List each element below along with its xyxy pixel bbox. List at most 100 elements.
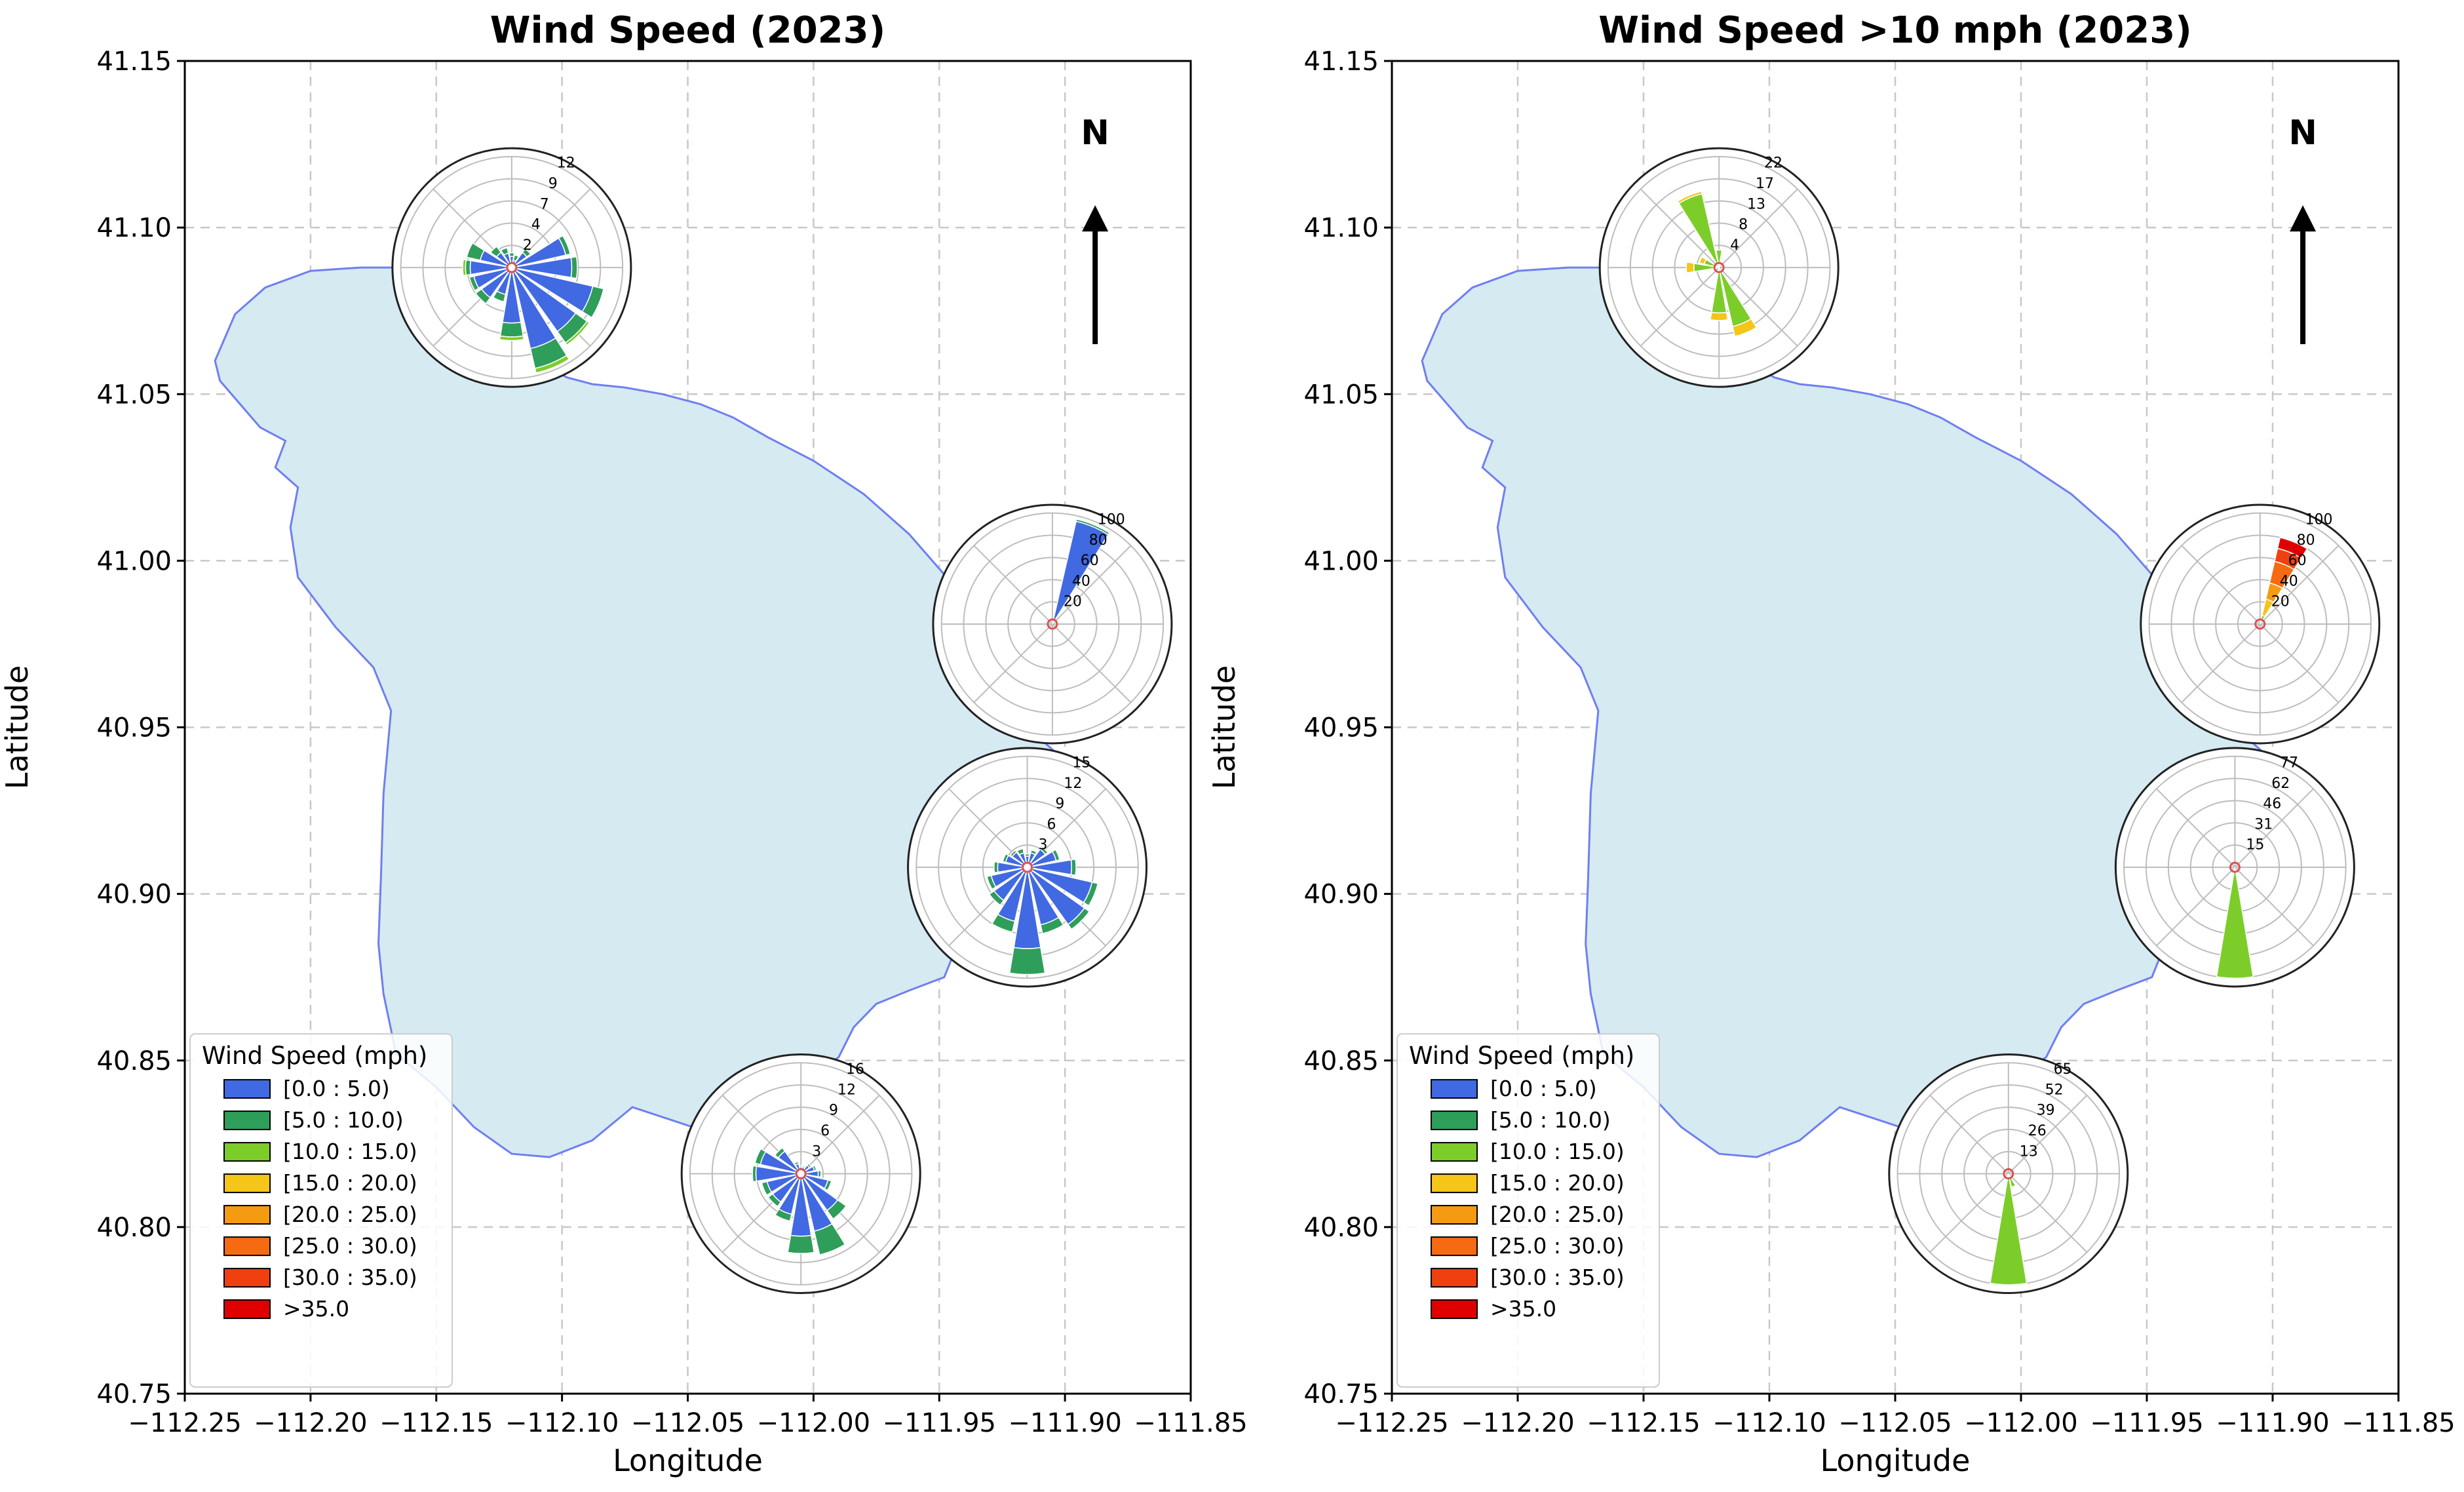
rose-bar — [1016, 848, 1025, 855]
x-tick-label: −111.85 — [1134, 1408, 1247, 1438]
legend-label: >35.0 — [283, 1296, 349, 1322]
lake-shape — [214, 266, 1067, 1158]
y-tick-label: 41.05 — [1303, 380, 1379, 410]
rose-radial-tick: 31 — [2254, 816, 2273, 833]
legend-label: [0.0 : 5.0) — [283, 1076, 390, 1101]
rose-radial-tick: 22 — [1764, 155, 1782, 172]
rose-bar — [474, 288, 491, 305]
rose-bar — [581, 285, 604, 319]
legend-swatch — [223, 1205, 271, 1225]
rose-bar — [1009, 947, 1046, 975]
x-tick-label: −111.90 — [1008, 1408, 1121, 1438]
legend-swatch — [223, 1236, 271, 1257]
x-tick-label: −111.95 — [883, 1408, 996, 1438]
legend-swatch — [223, 1299, 271, 1320]
rose-bar — [774, 1147, 786, 1159]
rose-bar — [1732, 318, 1758, 337]
rose-bar — [806, 1163, 812, 1169]
y-tick-label: 40.75 — [1303, 1379, 1379, 1409]
rose-bar — [752, 1165, 758, 1183]
rose-bar — [2277, 537, 2308, 559]
rose-bar — [824, 1179, 832, 1191]
rose-spoke — [1718, 267, 1798, 347]
rose-bar — [509, 252, 515, 258]
rose-bar — [492, 290, 507, 303]
rose-bar — [1699, 256, 1707, 265]
legend-swatch — [223, 1079, 271, 1099]
map-panel-1: −112.25 −112.20 −112.15 −112.10 −112.05 −112.… — [0, 9, 1248, 1478]
rose-spoke — [1052, 545, 1132, 625]
rose-spoke — [1929, 1095, 2009, 1175]
rose-radial-tick: 4 — [1730, 237, 1739, 254]
rose-bar — [1710, 311, 1729, 321]
rose-radial-tick: 12 — [837, 1082, 856, 1098]
rose-radial-tick: 46 — [2263, 796, 2281, 812]
legend-title: Wind Speed (mph) — [202, 1042, 427, 1070]
legend-swatch — [223, 1110, 271, 1131]
rose-radial-tick: 13 — [1747, 196, 1765, 212]
y-axis-label: Latitude — [0, 665, 35, 789]
rose-radial-tick: 40 — [2280, 573, 2298, 589]
wind-rose-south: 3 6 9 12 16 — [680, 1053, 921, 1295]
rose-bar — [754, 1148, 767, 1166]
rose-center — [1713, 262, 1725, 273]
rose-bar — [564, 320, 590, 346]
map-panel-2: −112.25 −112.20 −112.15 −112.10 −112.05 −112.… — [1206, 9, 2455, 1478]
rose-spoke — [2156, 788, 2236, 868]
y-tick-label: 40.85 — [1303, 1046, 1379, 1076]
rose-radial-tick: 17 — [1756, 176, 1774, 192]
legend-swatch — [1431, 1079, 1478, 1099]
rose-radial-tick: 20 — [1064, 594, 1082, 610]
wind-rose-north: 2 4 79 12 — [391, 147, 632, 388]
legend-label: [5.0 : 10.0) — [283, 1107, 404, 1133]
rose-bar — [1685, 262, 1695, 274]
rose-spoke — [2181, 545, 2261, 625]
legend-label: [30.0 : 35.0) — [283, 1265, 417, 1290]
rose-radial-tick: 100 — [2305, 512, 2333, 528]
rose-spoke — [2234, 867, 2314, 947]
rose-radial-tick: 3 — [812, 1143, 821, 1160]
rose-radial-tick: 12 — [1064, 775, 1082, 792]
rose-center — [2254, 618, 2266, 630]
rose-bar — [1070, 858, 1077, 876]
rose-radial-tick: 52 — [2045, 1082, 2064, 1098]
x-tick-label: −112.25 — [1335, 1408, 1448, 1438]
rose-bar — [988, 890, 1005, 906]
rose-bar — [2005, 1173, 2009, 1178]
x-tick-label: −111.85 — [2341, 1408, 2455, 1438]
legend-swatch — [1431, 1236, 1478, 1257]
x-axis-label: Longitude — [1820, 1443, 1971, 1478]
rose-spoke — [2008, 1095, 2088, 1175]
rose-bar — [1676, 190, 1703, 205]
x-tick-label: −111.90 — [2216, 1408, 2329, 1438]
x-tick-label: −112.20 — [1461, 1408, 1574, 1438]
rose-radial-tick: 7 — [540, 196, 549, 212]
rose-spoke — [1718, 188, 1798, 268]
rose-bar — [469, 275, 480, 292]
lake-shape — [1421, 266, 2275, 1158]
x-tick-label: −112.05 — [631, 1408, 744, 1438]
rose-bar — [1002, 853, 1009, 863]
rose-center — [2229, 861, 2241, 873]
rose-radial-tick: 9 — [1055, 796, 1064, 812]
rose-bar — [799, 1165, 803, 1168]
rose-bar — [1075, 519, 1110, 536]
rose-bar — [801, 1165, 806, 1169]
x-tick-label: −112.00 — [757, 1408, 870, 1438]
y-tick-label: 41.10 — [96, 213, 172, 243]
wind-rose-east: 20 40 60 80 100 — [932, 503, 1173, 745]
rose-radial-tick: 9 — [829, 1103, 838, 1119]
rose-radial-tick: 77 — [2280, 755, 2298, 772]
y-tick-label: 41.00 — [96, 546, 172, 576]
rose-bar — [986, 874, 997, 890]
x-tick-label: −112.15 — [379, 1408, 493, 1438]
rose-bar — [1715, 249, 1723, 268]
rose-bar — [1067, 907, 1090, 930]
legend-swatch — [1431, 1299, 1478, 1320]
legend-label: [25.0 : 30.0) — [283, 1233, 417, 1259]
rose-radial-tick: 80 — [2297, 532, 2315, 549]
y-tick-label: 40.85 — [96, 1046, 172, 1076]
rose-spoke — [1640, 267, 1720, 347]
x-tick-label: −112.10 — [505, 1408, 619, 1438]
